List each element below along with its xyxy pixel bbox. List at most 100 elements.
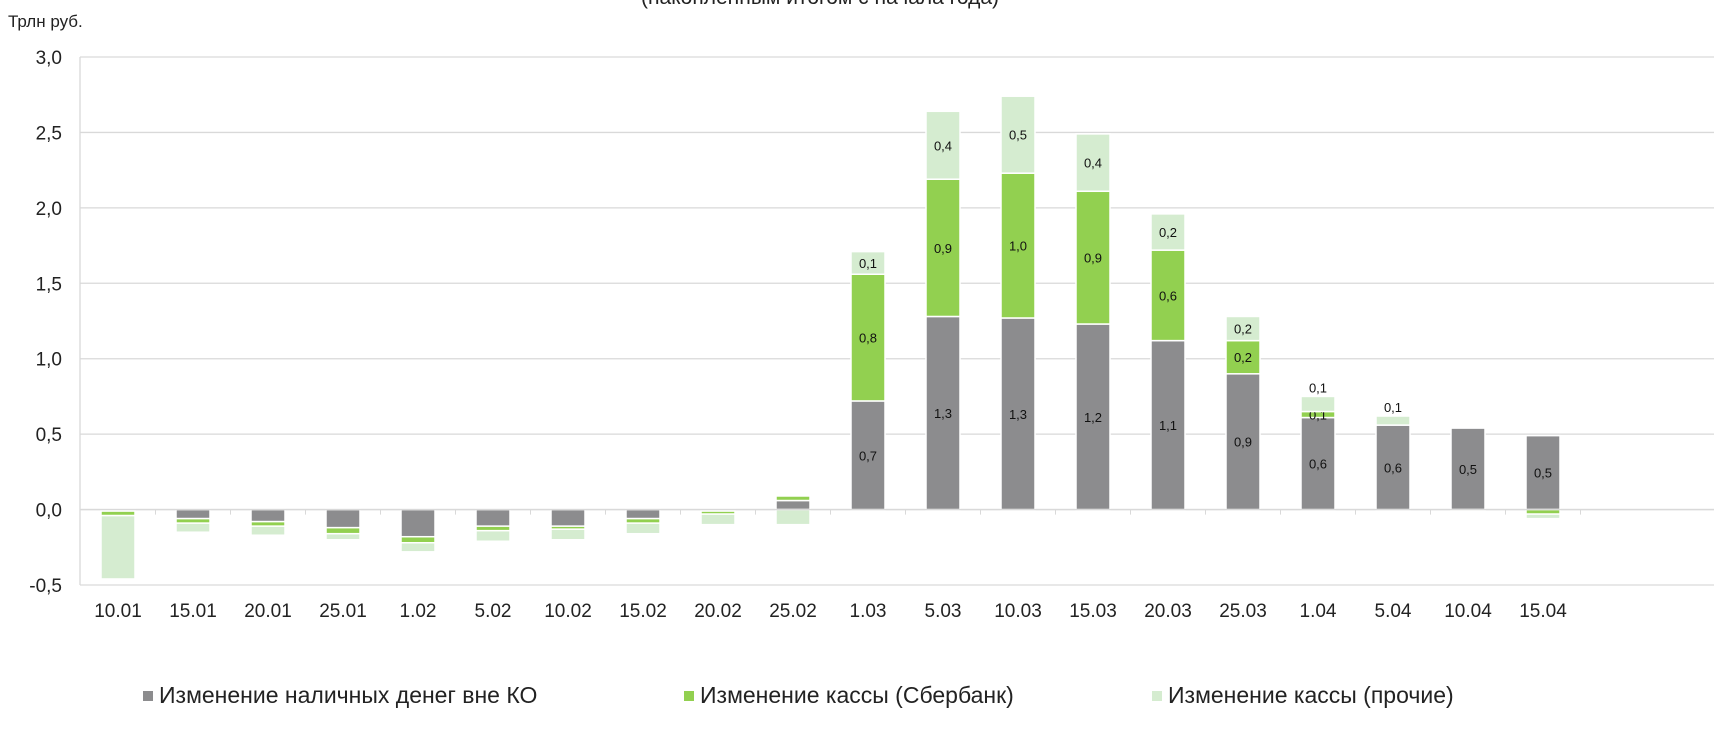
bar-others [1150, 213, 1186, 251]
legend-item-cash-outside: Изменение наличных денег вне КО [143, 682, 537, 709]
bar-sberbank [850, 273, 886, 402]
bar-others [1075, 133, 1111, 193]
data-label: 0,9 [1234, 435, 1252, 450]
bar-cash-outside [1225, 373, 1261, 511]
bar-cash-outside [625, 508, 661, 520]
bar-cash-outside [475, 508, 511, 527]
data-label: 1,2 [1084, 410, 1102, 425]
x-tick-label: 25.03 [1219, 601, 1267, 622]
data-label: 0,2 [1159, 225, 1177, 240]
bar-cash-outside [400, 508, 436, 538]
bar-others [400, 542, 436, 553]
bar-others [475, 529, 511, 543]
y-tick-label: 0,0 [36, 501, 62, 522]
data-label: 0,5 [1534, 466, 1552, 481]
bar-cash-outside [1450, 427, 1486, 511]
data-label: 0,5 [1459, 462, 1477, 477]
legend-swatch-cash-outside [143, 690, 153, 701]
data-label: 0,7 [859, 448, 877, 463]
data-label: 0,2 [1234, 322, 1252, 337]
legend-swatch-sberbank [684, 690, 694, 701]
bar-cash-outside [1150, 339, 1186, 511]
bar-others [175, 522, 211, 533]
data-label: 0,8 [859, 331, 877, 346]
legend-label-sberbank: Изменение кассы (Сбербанк) [700, 682, 1014, 708]
bar-others [100, 514, 136, 580]
x-tick-label: 20.02 [694, 601, 742, 622]
legend-label-others: Изменение кассы (прочие) [1168, 682, 1454, 708]
bar-others [1525, 513, 1561, 520]
x-tick-label: 1.02 [400, 601, 437, 622]
x-tick-label: 15.04 [1519, 601, 1567, 622]
legend-label-cash-outside: Изменение наличных денег вне КО [159, 682, 538, 708]
data-label: 0,6 [1309, 457, 1327, 472]
bar-cash-outside [550, 508, 586, 527]
bar-sberbank [925, 178, 961, 318]
y-tick-label: -0,5 [29, 576, 62, 597]
data-label: 0,1 [1309, 380, 1327, 395]
y-tick-label: 1,0 [36, 350, 62, 371]
x-tick-label: 25.01 [319, 601, 367, 622]
data-label: 0,5 [1009, 128, 1027, 143]
legend-item-others: Изменение кассы (прочие) [1152, 682, 1454, 709]
data-label: 0,4 [934, 138, 952, 153]
data-label: 0,6 [1159, 288, 1177, 303]
bar-others [250, 525, 286, 536]
bar-sberbank [1000, 172, 1036, 319]
bar-cash-outside [175, 508, 211, 520]
bar-others [1000, 95, 1036, 174]
bar-others [1225, 315, 1261, 342]
data-label: 0,6 [1384, 460, 1402, 475]
x-tick-label: 5.04 [1375, 601, 1412, 622]
data-label: 1,3 [934, 406, 952, 421]
bar-cash-outside [1075, 323, 1111, 511]
bar-others [550, 528, 586, 541]
x-tick-label: 10.01 [94, 601, 142, 622]
bar-others [1375, 415, 1411, 426]
data-label: 0,2 [1234, 350, 1252, 365]
x-tick-label: 10.04 [1444, 601, 1492, 622]
bar-others [625, 522, 661, 535]
bar-sberbank [400, 535, 436, 544]
x-tick-label: 25.02 [769, 601, 817, 622]
x-tick-label: 10.02 [544, 601, 592, 622]
y-tick-label: 0,5 [36, 425, 62, 446]
data-label: 0,4 [1084, 156, 1102, 171]
bar-others [925, 110, 961, 180]
x-tick-label: 20.01 [244, 601, 292, 622]
x-tick-label: 1.04 [1300, 601, 1337, 622]
bar-others [775, 508, 811, 526]
y-tick-label: 3,0 [36, 48, 62, 69]
bar-others [1300, 395, 1336, 413]
y-tick-label: 2,0 [36, 199, 62, 220]
bar-others [850, 250, 886, 275]
bar-cash-outside [325, 508, 361, 529]
x-tick-label: 5.02 [475, 601, 512, 622]
legend-swatch-others [1152, 690, 1162, 701]
x-tick-label: 20.03 [1144, 601, 1192, 622]
bar-sberbank [1150, 249, 1186, 342]
bar-sberbank [1075, 190, 1111, 325]
data-label: 1,3 [1009, 407, 1027, 422]
x-tick-label: 10.03 [994, 601, 1042, 622]
x-tick-label: 15.01 [169, 601, 217, 622]
bar-sberbank [775, 495, 811, 502]
data-label: 1,1 [1159, 418, 1177, 433]
y-tick-label: 2,5 [36, 123, 62, 144]
data-label: 1,0 [1009, 239, 1027, 254]
bar-sberbank [325, 526, 361, 535]
bar-others [700, 513, 736, 526]
legend: Изменение наличных денег вне КО Изменени… [0, 682, 1714, 722]
x-tick-label: 15.03 [1069, 601, 1117, 622]
bar-cash-outside [775, 499, 811, 511]
bar-cash-outside [1300, 416, 1336, 511]
y-tick-label: 1,5 [36, 274, 62, 295]
bar-cash-outside [250, 508, 286, 523]
data-label: 0,1 [1384, 400, 1402, 415]
chart-subtitle: (накопленным итогом с начала года) [0, 0, 1640, 10]
x-tick-label: 5.03 [925, 601, 962, 622]
x-tick-label: 15.02 [619, 601, 667, 622]
data-label: 0,9 [934, 241, 952, 256]
data-label: 0,9 [1084, 251, 1102, 266]
x-tick-label: 1.03 [850, 601, 887, 622]
